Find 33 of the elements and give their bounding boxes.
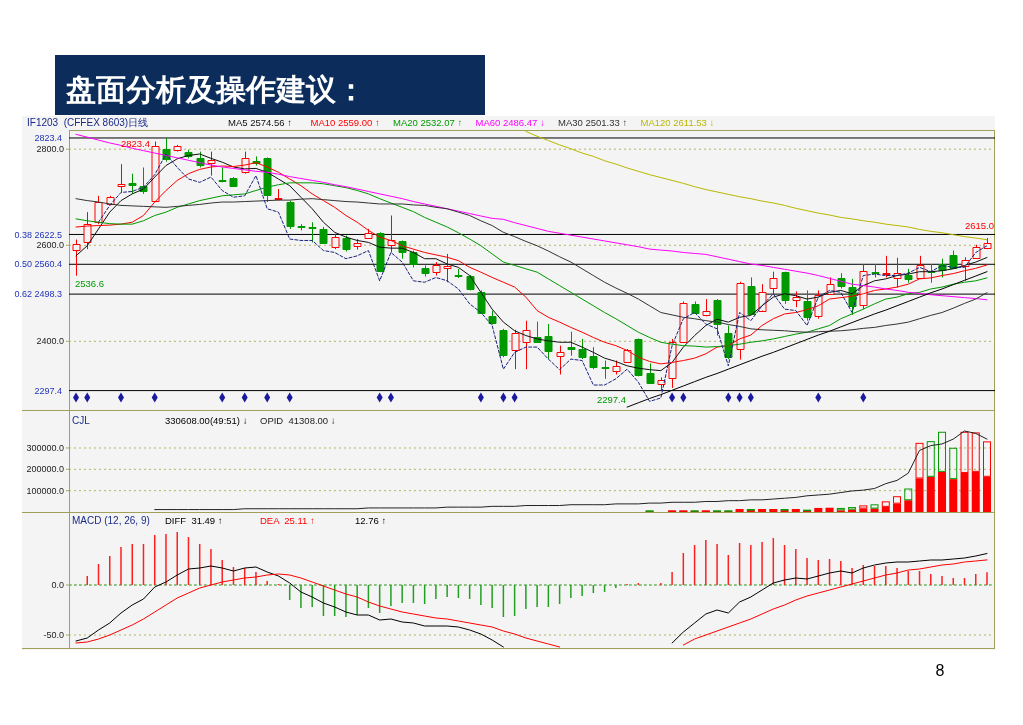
ref-line-label: 0.62 2498.3 bbox=[14, 289, 62, 300]
annotation: 2615.0 bbox=[964, 220, 994, 232]
text: MA20 2532.07 ↑ bbox=[393, 117, 463, 128]
chart-title: 盘面分析及操作建议： bbox=[65, 73, 366, 106]
y-tick-label: 2800.0 bbox=[36, 144, 64, 155]
chart-subtitle: IF1203 (CFFEX 8603)日线 bbox=[27, 117, 149, 128]
y-tick-label: 2400.0 bbox=[36, 336, 64, 347]
y-tick-label: 100000.0 bbox=[26, 485, 64, 496]
text: MA120 2611.53 ↓ bbox=[640, 117, 715, 128]
text: DEA 25.11 ↑ bbox=[260, 515, 315, 526]
y-tick-label: 2600.0 bbox=[36, 240, 64, 251]
y-tick-label: 300000.0 bbox=[26, 443, 64, 454]
annotation: 330608.00(49:51) ↓ bbox=[165, 415, 248, 426]
ref-line-label: 0.38 2622.5 bbox=[14, 229, 62, 240]
text: DIFF 31.49 ↑ bbox=[165, 515, 223, 526]
text: OPID 41308.00 ↓ bbox=[260, 415, 336, 426]
annotation: 12.76 ↑ bbox=[355, 515, 387, 526]
y-tick-label: 200000.0 bbox=[26, 464, 64, 475]
text: MA5 2574.56 ↑ bbox=[228, 117, 292, 128]
annotation: 2297.4 bbox=[596, 394, 626, 406]
text: 8 bbox=[935, 661, 945, 679]
ref-line-label: 2823.4 bbox=[34, 133, 62, 144]
text: MA10 2559.00 ↑ bbox=[310, 117, 380, 128]
ref-line-label: 0.50 2560.4 bbox=[14, 259, 62, 270]
annotation: 2536.6 bbox=[75, 278, 105, 290]
y-tick-label: -50.0 bbox=[43, 630, 64, 641]
y-tick-label: 0.0 bbox=[51, 580, 64, 591]
ref-line-label: 2297.4 bbox=[34, 385, 62, 396]
text: CJL bbox=[72, 415, 91, 426]
annotation: 2823.4 bbox=[120, 137, 150, 149]
text: MA30 2501.33 ↑ bbox=[558, 117, 628, 128]
text: MA60 2486.47 ↓ bbox=[475, 117, 545, 128]
chart-title: MACD (12, 26, 9) bbox=[72, 515, 150, 526]
